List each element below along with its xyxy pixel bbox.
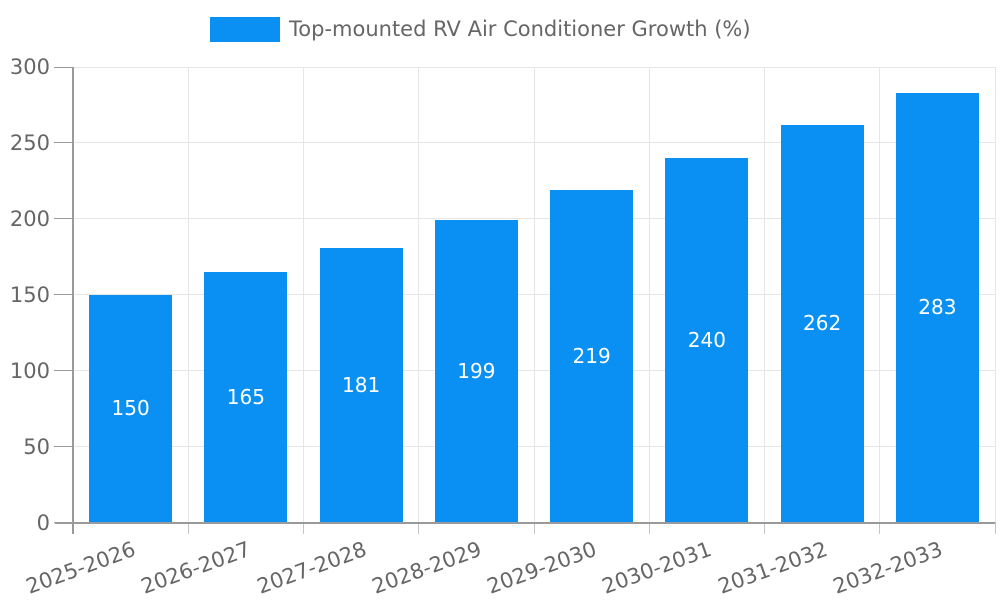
legend-label: Top-mounted RV Air Conditioner Growth (%…	[289, 17, 751, 41]
y-tick-label: 250	[9, 130, 50, 155]
gridline-vertical	[648, 67, 650, 522]
bar[interactable]	[204, 271, 288, 522]
bar[interactable]	[780, 124, 864, 522]
x-tick-label: 2030-2031	[599, 537, 716, 599]
bar-value-label: 240	[687, 328, 726, 353]
legend-swatch	[210, 17, 280, 42]
bar[interactable]	[434, 220, 518, 522]
x-axis-tick	[764, 522, 765, 534]
gridline-vertical	[994, 67, 996, 522]
x-tick-label: 2028-2029	[368, 537, 485, 599]
y-axis-tick	[54, 446, 72, 448]
bar[interactable]	[89, 294, 173, 522]
gridline-vertical	[764, 67, 765, 522]
bar[interactable]	[550, 189, 634, 522]
gridline-vertical	[303, 67, 304, 522]
y-tick-label: 0	[36, 510, 50, 535]
bar-value-label: 181	[342, 372, 381, 397]
bar-value-label: 262	[803, 311, 842, 336]
x-tick-label: 2026-2027	[138, 537, 255, 599]
y-tick-label: 100	[9, 358, 50, 383]
x-axis-tick	[994, 522, 996, 534]
bar-value-label: 199	[457, 359, 496, 384]
chart-legend[interactable]: Top-mounted RV Air Conditioner Growth (%…	[210, 17, 751, 42]
gridline-vertical	[418, 67, 420, 522]
x-tick-label: 2031-2032	[714, 537, 831, 599]
x-tick-label: 2027-2028	[253, 537, 370, 599]
y-tick-label: 300	[9, 55, 50, 79]
y-tick-label: 200	[9, 206, 50, 231]
gridline-vertical	[879, 67, 881, 522]
x-axis-tick	[187, 522, 189, 534]
bar-value-label: 165	[226, 384, 265, 409]
y-tick-label: 50	[23, 434, 50, 459]
x-tick-label: 2025-2026	[23, 537, 139, 599]
y-axis-tick	[54, 66, 72, 68]
x-axis-tick	[418, 522, 420, 534]
y-axis-line	[71, 67, 74, 534]
bar-value-label: 150	[111, 396, 150, 421]
y-axis-tick	[54, 142, 72, 144]
y-axis-tick	[54, 218, 72, 220]
y-tick-label: 150	[9, 282, 50, 307]
gridline-vertical	[533, 67, 535, 522]
x-tick-label: 2029-2030	[484, 537, 600, 599]
x-axis-tick	[303, 522, 304, 534]
y-axis-tick	[54, 294, 72, 296]
bar-value-label: 219	[572, 343, 611, 368]
bar[interactable]	[895, 92, 979, 522]
x-axis-tick	[879, 522, 881, 534]
x-axis-line	[55, 521, 995, 524]
y-axis-tick	[54, 370, 72, 372]
gridline-vertical	[187, 67, 189, 522]
bar[interactable]	[319, 247, 403, 522]
bar[interactable]	[665, 158, 749, 522]
bar-value-label: 283	[918, 295, 957, 320]
x-tick-label: 2032-2033	[829, 537, 946, 599]
x-axis-tick	[533, 522, 535, 534]
x-axis-tick	[648, 522, 650, 534]
